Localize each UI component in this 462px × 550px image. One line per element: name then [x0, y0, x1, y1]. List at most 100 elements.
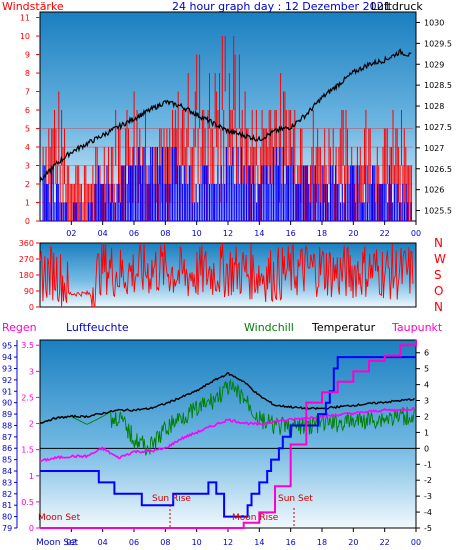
- sun-rise-event: Sun Rise: [152, 494, 191, 504]
- humidity-line: [40, 356, 416, 518]
- humidity-tick-label: 83: [2, 478, 12, 487]
- temperature-tick-label: 6: [424, 349, 429, 358]
- temperature-tick-label: 2: [424, 412, 429, 421]
- direction-letter: O: [434, 284, 443, 298]
- temperature-tick-label: 3: [424, 397, 429, 406]
- temperature-line: [39, 372, 415, 424]
- rain-tick-label: 0: [29, 524, 34, 533]
- direction-line: [39, 242, 414, 308]
- temperature-tick-label: 0: [424, 444, 429, 453]
- direction-letter: W: [434, 252, 446, 266]
- regen-label: Regen: [2, 321, 37, 334]
- bottom-time-tick-label: 18: [317, 538, 327, 547]
- luftdruck-label: Luftdruck: [371, 0, 423, 13]
- wind-axis-ticks: 0 1 2 3 4 5 6 7 8 9 10 11: [20, 14, 40, 226]
- temperature-tick-label: 4: [424, 381, 429, 390]
- direction-tick-label: 270: [19, 255, 34, 264]
- bottom-time-tick-label: 22: [380, 538, 390, 547]
- direction-letter: S: [434, 268, 442, 282]
- wind-tick-label: 7: [25, 88, 30, 97]
- humidity-tick-label: 91: [2, 387, 12, 396]
- rain-tick-label: 3.5: [21, 341, 34, 350]
- windstaerke-label: Windstärke: [2, 0, 64, 13]
- windchill-label: Windchill: [244, 321, 294, 334]
- moon-set-event: Moon Set: [38, 513, 81, 523]
- moon-rise-event: Moon Rise: [232, 513, 279, 523]
- pressure-tick-label: 1027.5: [424, 123, 452, 132]
- humidity-tick-label: 84: [2, 467, 12, 476]
- bottom-time-tick-label: 10: [192, 538, 202, 547]
- wind-tick-label: 9: [25, 51, 30, 60]
- temperature-tick-label: -2: [424, 476, 432, 485]
- humidity-tick-label: 88: [2, 421, 12, 430]
- sun-set-event: Sun Set: [278, 494, 313, 504]
- top-time-tick-label: 06: [129, 229, 139, 238]
- bottom-time-tick-label: 02: [66, 538, 76, 547]
- bottom-time-tick-label: 06: [129, 538, 139, 547]
- temperature-tick-label: -5: [424, 524, 432, 533]
- pressure-tick-label: 1028.5: [424, 81, 452, 90]
- top-panel: Windstärke 24 hour graph day : 12 Dezemb…: [2, 0, 452, 238]
- top-time-tick-label: 02: [66, 229, 76, 238]
- windchill-line: [39, 378, 415, 456]
- rain-tick-label: 2.5: [21, 393, 34, 402]
- bottom-time-axis-ticks: 02 04 06 08 10 12 14 16 18 20 22 00: [66, 528, 421, 547]
- temperature-tick-label: -1: [424, 460, 432, 469]
- pressure-axis-ticks: 1025.5 1026 1026.5 1027 1027.5 1028 1028.5 1029…: [416, 18, 452, 216]
- wind-tick-label: 10: [20, 32, 30, 41]
- humidity-tick-label: 81: [2, 501, 12, 510]
- pressure-line: [39, 48, 412, 183]
- rain-axis-ticks: 0 0.5 1 1.5 2 2.5 3 3.5: [21, 341, 40, 533]
- humidity-tick-label: 95: [2, 342, 12, 351]
- rain-tick-label: 0.5: [21, 498, 34, 507]
- wind-tick-label: 6: [25, 106, 30, 115]
- humidity-tick-label: 89: [2, 410, 12, 419]
- rain-tick-label: 1: [29, 472, 34, 481]
- humidity-tick-label: 94: [2, 353, 12, 362]
- top-time-tick-label: 08: [160, 229, 170, 238]
- temperature-axis-ticks: -5 -4 -3 -2 -1 0 1 2 3 4 5 6: [416, 349, 432, 533]
- pressure-tick-label: 1026: [424, 186, 444, 195]
- temperature-tick-label: 1: [424, 428, 429, 437]
- wind-tick-label: 1: [25, 199, 30, 208]
- humidity-tick-label: 87: [2, 433, 12, 442]
- top-time-tick-label: 00: [411, 229, 421, 238]
- direction-letter: N: [434, 236, 443, 250]
- wind-tick-label: 11: [20, 14, 30, 23]
- bottom-time-tick-label: 12: [223, 538, 233, 547]
- temperature-tick-label: -4: [424, 508, 432, 517]
- direction-tick-label: 90: [24, 287, 34, 296]
- direction-axis-ticks: 0 90 180 270 360: [19, 239, 40, 312]
- bottom-time-tick-label: 08: [160, 538, 170, 547]
- pressure-tick-label: 1029.5: [424, 39, 452, 48]
- bottom-series: [39, 340, 417, 529]
- direction-series: [39, 242, 414, 308]
- top-title: 24 hour graph day : 12 Dezember 2021: [172, 0, 391, 13]
- bottom-time-tick-label: 00: [411, 538, 421, 547]
- rain-tick-label: 1.5: [21, 446, 34, 455]
- bottom-time-tick-label: 20: [348, 538, 358, 547]
- pressure-tick-label: 1030: [424, 18, 444, 27]
- bottom-time-tick-label: 04: [98, 538, 108, 547]
- rain-tick-label: 3: [29, 367, 34, 376]
- direction-tick-label: 180: [19, 271, 34, 280]
- humidity-axis-ticks: 79 80 81 82 83 84 85 86 87 88 89 90 91 92 93 94 95: [2, 340, 18, 533]
- top-time-tick-label: 16: [286, 229, 296, 238]
- top-time-tick-label: 18: [317, 229, 327, 238]
- top-time-tick-label: 12: [223, 229, 233, 238]
- moon-set-bottom: Moon Set: [36, 538, 79, 548]
- wind-series: [42, 147, 412, 221]
- wind-tick-label: 3: [25, 162, 30, 171]
- humidity-tick-label: 92: [2, 376, 12, 385]
- bottom-time-tick-label: 14: [254, 538, 264, 547]
- temperatur-label: Temperatur: [311, 321, 376, 334]
- humidity-tick-label: 90: [2, 399, 12, 408]
- direction-tick-label: 360: [19, 239, 34, 248]
- gust-levels: [41, 128, 413, 203]
- top-time-tick-label: 14: [254, 229, 264, 238]
- humidity-tick-label: 80: [2, 513, 12, 522]
- bottom-time-tick-label: 16: [286, 538, 296, 547]
